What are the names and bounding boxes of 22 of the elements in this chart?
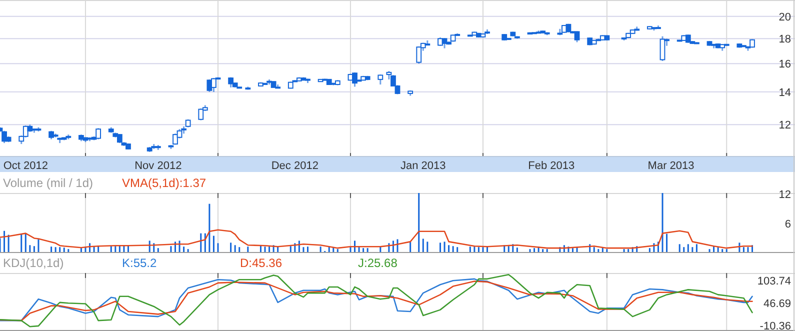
text: VMA(5,1d):1.37 bbox=[122, 176, 206, 190]
y-tick-label: -10.36 bbox=[760, 320, 791, 331]
x-tick-label: Jan 2013 bbox=[400, 160, 446, 172]
y-tick-label: 46.69 bbox=[763, 298, 791, 310]
y-tick-label: 14 bbox=[778, 86, 791, 99]
x-tick-label: Nov 2012 bbox=[134, 160, 182, 172]
y-tick-label: 20 bbox=[778, 11, 791, 24]
series-label: J:25.68 bbox=[358, 256, 398, 270]
y-tick-label: 12 bbox=[778, 120, 791, 132]
chart-title: KDJ(10,1d) bbox=[3, 256, 64, 270]
y-tick-label: 103.74 bbox=[757, 276, 791, 288]
x-tick-label: Feb 2013 bbox=[528, 160, 575, 172]
y-tick-label: 6 bbox=[784, 218, 791, 230]
text: K:55.2 bbox=[122, 256, 158, 270]
x-tick-label: Dec 2012 bbox=[271, 160, 318, 172]
series-label: D:45.36 bbox=[240, 256, 282, 270]
x-tick-label: Oct 2012 bbox=[3, 160, 48, 172]
y-tick-label: 12 bbox=[778, 188, 791, 201]
y-tick-label: 18 bbox=[778, 34, 791, 46]
x-tick-label: Mar 2013 bbox=[648, 160, 694, 172]
chart-title: Volume (mil / 1d) bbox=[3, 176, 94, 190]
y-tick-label: 16 bbox=[778, 58, 791, 71]
